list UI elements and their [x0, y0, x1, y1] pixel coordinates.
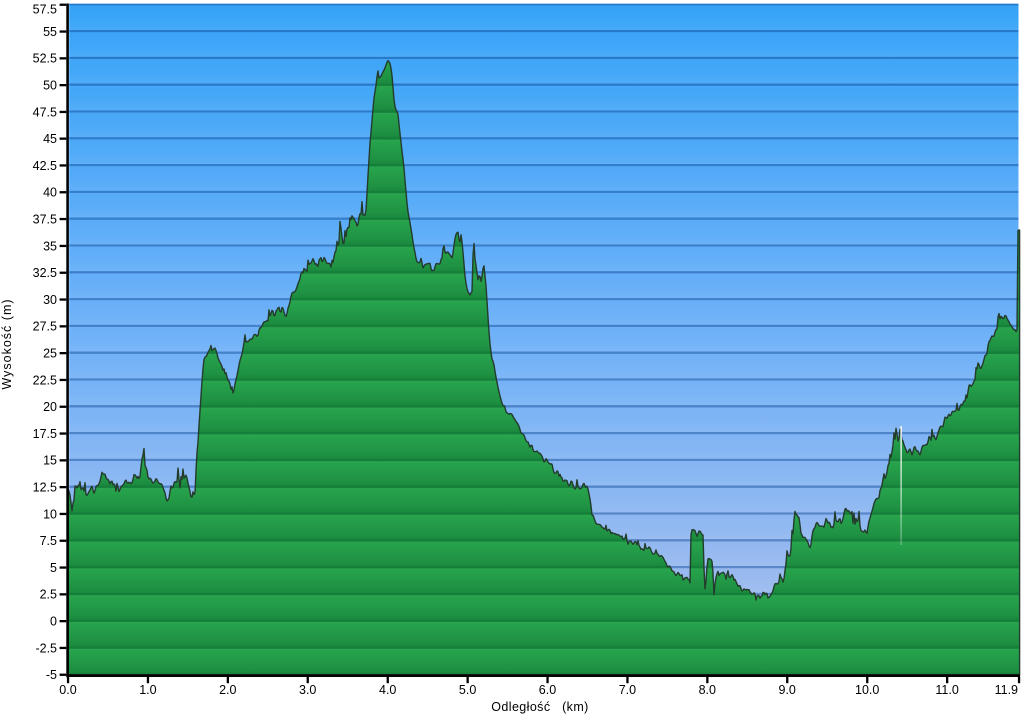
- svg-text:17.5: 17.5: [33, 427, 57, 441]
- svg-text:-2.5: -2.5: [35, 641, 57, 655]
- svg-text:-5: -5: [46, 668, 57, 682]
- svg-text:32.5: 32.5: [33, 266, 57, 280]
- svg-text:0.0: 0.0: [59, 683, 76, 697]
- svg-text:2.5: 2.5: [40, 588, 57, 602]
- svg-text:2.0: 2.0: [219, 683, 236, 697]
- svg-text:47.5: 47.5: [33, 105, 57, 119]
- svg-text:7.5: 7.5: [40, 534, 57, 548]
- svg-text:1.0: 1.0: [139, 683, 156, 697]
- svg-text:22.5: 22.5: [33, 373, 57, 387]
- svg-text:0: 0: [50, 615, 57, 629]
- svg-text:5: 5: [50, 561, 57, 575]
- svg-text:27.5: 27.5: [33, 320, 57, 334]
- svg-text:25: 25: [43, 347, 57, 361]
- svg-text:57.5: 57.5: [33, 3, 57, 17]
- svg-text:6.0: 6.0: [539, 683, 556, 697]
- svg-text:55: 55: [43, 25, 57, 39]
- svg-text:15: 15: [43, 454, 57, 468]
- svg-text:4.0: 4.0: [379, 683, 396, 697]
- svg-text:37.5: 37.5: [33, 213, 57, 227]
- svg-text:45: 45: [43, 132, 57, 146]
- svg-text:Wysokość (m): Wysokość (m): [0, 298, 14, 389]
- svg-text:11.0: 11.0: [935, 683, 958, 697]
- svg-text:30: 30: [43, 293, 57, 307]
- svg-text:7.0: 7.0: [619, 683, 636, 697]
- svg-text:42.5: 42.5: [33, 159, 57, 173]
- svg-text:8.0: 8.0: [699, 683, 716, 697]
- svg-text:52.5: 52.5: [33, 52, 57, 66]
- svg-text:10: 10: [43, 507, 57, 521]
- svg-text:9.0: 9.0: [779, 683, 796, 697]
- svg-text:50: 50: [43, 79, 57, 93]
- svg-text:35: 35: [43, 239, 57, 253]
- svg-text:40: 40: [43, 186, 57, 200]
- svg-text:20: 20: [43, 400, 57, 414]
- svg-text:3.0: 3.0: [299, 683, 316, 697]
- svg-text:Odległość (km): Odległość (km): [491, 700, 588, 714]
- svg-text:12.5: 12.5: [33, 481, 57, 495]
- svg-text:11.9: 11.9: [995, 683, 1018, 697]
- svg-text:5.0: 5.0: [459, 683, 476, 697]
- svg-text:10.0: 10.0: [855, 683, 879, 697]
